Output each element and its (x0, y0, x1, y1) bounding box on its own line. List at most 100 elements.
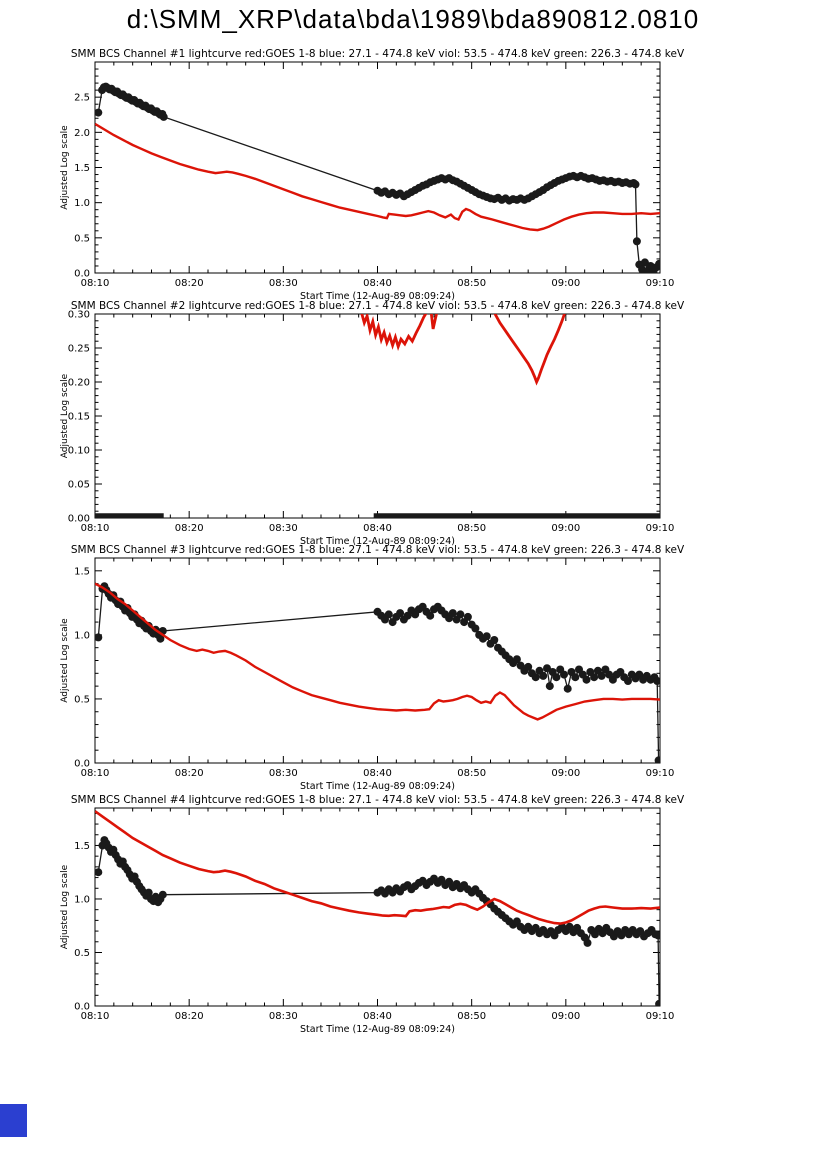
x-tick-label: 08:20 (175, 768, 204, 779)
blue-corner-mark (0, 1104, 27, 1137)
x-tick-label: 08:50 (457, 768, 486, 779)
plot-area: 08:10 08:20 08:30 08:40 08:50 09:00 09:10 0.0 0.… (74, 807, 674, 1022)
panel-title: SMM BCS Channel #3 lightcurve red:GOES 1… (71, 544, 685, 556)
axes (94, 313, 661, 519)
channel-2-chart: SMM BCS Channel #2 lightcurve red:GOES 1… (60, 300, 685, 547)
bcs-channel-3-point (543, 664, 551, 673)
x-tick-label: 08:50 (457, 523, 486, 534)
bcs-channel-4-point (144, 888, 153, 897)
y-tick-label: 2.0 (74, 128, 90, 139)
x-tick-label: 08:30 (269, 278, 298, 289)
bcs-channel-3-point (571, 673, 580, 682)
y-axis-label: Adjusted Log scale (60, 373, 70, 458)
y-tick-label: 0.30 (68, 310, 90, 321)
x-tick-label: 09:10 (646, 523, 675, 534)
x-tick-label: 08:10 (81, 523, 110, 534)
x-axis-label: Start Time (12-Aug-89 08:09:24) (300, 781, 455, 792)
x-tick-label: 08:50 (457, 278, 486, 289)
bcs-channel-3-point (545, 682, 554, 691)
bcs-channel-1-point (631, 180, 640, 189)
bcs-channel-3-point (463, 612, 472, 621)
bcs-channel-3-point (512, 655, 521, 664)
y-tick-label: 1.5 (74, 841, 90, 852)
channel-4-chart: SMM BCS Channel #4 lightcurve red:GOES 1… (60, 794, 685, 1035)
y-axis-label: Adjusted Log scale (60, 125, 70, 210)
bcs-channel-4-point (583, 938, 592, 947)
x-tick-label: 08:50 (457, 1011, 486, 1022)
goes-1-8-curve (95, 810, 660, 925)
channel-3-panel: SMM BCS Channel #3 lightcurve red:GOES 1… (0, 541, 826, 798)
x-tick-label: 08:10 (81, 278, 110, 289)
y-tick-label: 2.5 (74, 93, 90, 104)
bcs-channel-3-point (597, 671, 606, 680)
bcs-channel-3-point (482, 632, 491, 641)
bcs-channel-3-point (552, 673, 561, 682)
bcs-channel-3-point (426, 611, 435, 620)
bcs-channel-4-point (654, 931, 660, 940)
bcs-channel-1-point (655, 259, 660, 268)
y-tick-label: 1.0 (74, 198, 90, 209)
bcs-channel-3-point (539, 671, 548, 680)
goes-1-8-curve (95, 582, 660, 721)
x-tick-label: 09:10 (646, 278, 675, 289)
channel-2-panel: SMM BCS Channel #2 lightcurve red:GOES 1… (0, 297, 826, 553)
goes-1-8-curve (429, 314, 438, 330)
y-axis-label: Adjusted Log scale (60, 618, 70, 703)
x-tick-label: 08:40 (363, 523, 392, 534)
bcs-channel-4-point (655, 999, 660, 1006)
plot-area: 08:10 08:20 08:30 08:40 08:50 09:00 09:10 0.0 0.… (74, 557, 675, 779)
y-tick-label: 0.0 (74, 269, 90, 280)
plot-area: 08:10 08:20 08:30 08:40 08:50 09:00 09:10 0.00 0… (68, 310, 675, 535)
panel-title: SMM BCS Channel #4 lightcurve red:GOES 1… (71, 794, 685, 806)
y-tick-label: 0.5 (74, 948, 90, 959)
bcs-channel-4-point (95, 868, 103, 877)
panel-title: SMM BCS Channel #1 lightcurve red:GOES 1… (71, 48, 685, 60)
x-tick-label: 09:10 (646, 1011, 675, 1022)
y-tick-label: 1.5 (74, 163, 90, 174)
y-tick-label: 0.15 (68, 412, 90, 423)
x-tick-label: 09:10 (646, 768, 675, 779)
series (95, 82, 660, 273)
channel-1-panel: SMM BCS Channel #1 lightcurve red:GOES 1… (0, 45, 826, 308)
y-tick-label: 0.05 (68, 480, 90, 491)
y-tick-label: 0.20 (68, 378, 90, 389)
bcs-channel-3-point (396, 609, 405, 618)
bcs-channel-3-point (582, 675, 591, 684)
x-tick-label: 08:40 (363, 768, 392, 779)
bcs-channel-3-point (490, 636, 499, 644)
bcs-channel-3-point (624, 677, 632, 685)
series (95, 582, 660, 763)
bcs-channel-3-point (560, 670, 568, 679)
x-tick-label: 08:20 (175, 523, 204, 534)
y-tick-label: 1.5 (74, 566, 90, 577)
tick-labels: 08:10 08:20 08:30 08:40 08:50 09:00 09:10 0.0 0.… (74, 841, 674, 1022)
axes (94, 557, 661, 764)
x-axis-label: Start Time (12-Aug-89 08:09:24) (300, 291, 455, 302)
y-tick-label: 0.10 (68, 446, 90, 457)
x-axis-label: Start Time (12-Aug-89 08:09:24) (300, 1024, 455, 1035)
bcs-channel-3-point (590, 673, 599, 682)
bcs-channel-4-point (158, 890, 167, 899)
bcs-channel-3-point (456, 610, 465, 619)
x-tick-label: 08:40 (363, 278, 392, 289)
bcs-channel-1-point (640, 258, 649, 267)
y-axis-label: Adjusted Log scale (60, 864, 70, 949)
goes-1-8-curve (95, 122, 660, 232)
channel-3-chart: SMM BCS Channel #3 lightcurve red:GOES 1… (60, 544, 685, 792)
y-tick-label: 0.00 (68, 514, 90, 525)
goes-1-8-curve (493, 314, 566, 386)
y-tick-label: 1.0 (74, 630, 90, 641)
bcs-channel-3-point (384, 610, 393, 619)
y-tick-label: 1.0 (74, 894, 90, 905)
bcs-channel-3-point (531, 673, 540, 682)
x-tick-label: 08:10 (81, 1011, 110, 1022)
tick-labels: 08:10 08:20 08:30 08:40 08:50 09:00 09:10 0.0 0.… (74, 93, 674, 289)
y-tick-label: 0.0 (74, 1002, 90, 1013)
plot-area: 08:10 08:20 08:30 08:40 08:50 09:00 09:10 0.0 0.… (74, 61, 674, 289)
x-axis-label: Start Time (12-Aug-89 08:09:24) (300, 536, 455, 547)
goes-1-8-curve (360, 314, 428, 351)
bcs-channel-3-point (524, 662, 533, 671)
x-tick-label: 09:00 (551, 278, 580, 289)
x-tick-label: 08:20 (175, 1011, 204, 1022)
x-tick-label: 08:30 (269, 1011, 298, 1022)
